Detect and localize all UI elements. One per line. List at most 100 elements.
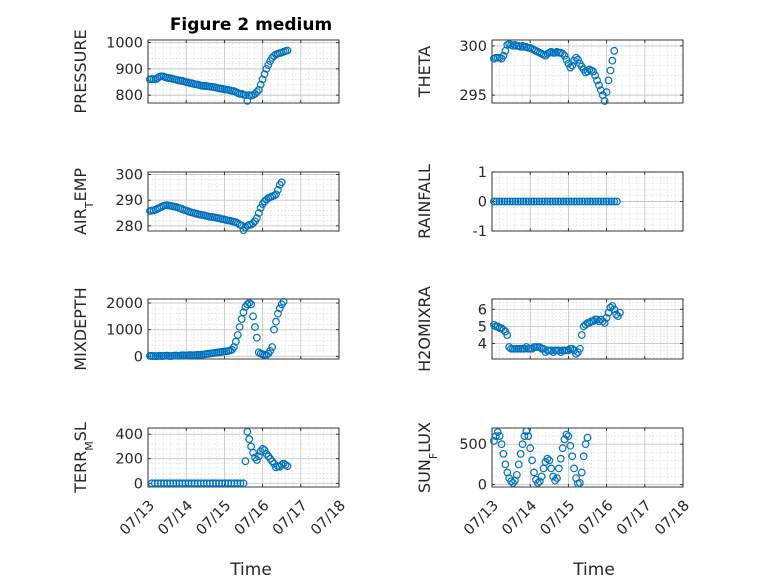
data-point <box>566 63 575 72</box>
data-point <box>558 49 567 58</box>
data-point <box>237 221 246 230</box>
y-axis-label: SUNFLUX <box>415 422 440 493</box>
data-point <box>568 452 577 461</box>
panel-1: 800 900 1000 PRESSURE <box>71 29 340 114</box>
data-point <box>578 197 587 206</box>
panel-5: 0 1000 2000 MIXDEPTH <box>71 287 340 371</box>
y-tick-label: 0 <box>478 478 487 494</box>
data-point <box>556 454 565 463</box>
data-point <box>583 433 592 442</box>
data-point <box>495 432 504 440</box>
y-tick-label: 500 <box>459 437 487 453</box>
data-point <box>562 55 571 64</box>
data-point <box>493 428 502 436</box>
data-point <box>500 197 509 206</box>
data-point <box>512 470 521 479</box>
data-point <box>606 66 615 75</box>
data-point <box>520 344 529 353</box>
data-point <box>524 432 533 440</box>
data-point <box>532 197 541 206</box>
data-point <box>527 197 536 206</box>
data-point <box>490 320 498 329</box>
data-point <box>610 305 619 314</box>
data-point <box>239 479 248 488</box>
data-point <box>516 197 525 206</box>
data-point <box>593 76 601 85</box>
y-tick-label: 1 <box>478 165 487 181</box>
data-point <box>272 317 280 326</box>
data-point <box>524 197 533 206</box>
x-axis-label-right: Time <box>572 560 615 580</box>
data-point <box>256 80 265 89</box>
data-point <box>558 444 567 453</box>
data-point <box>235 323 244 331</box>
data-point <box>568 344 577 353</box>
data-point <box>499 325 508 334</box>
data-point <box>507 477 516 486</box>
data-point <box>596 197 605 206</box>
y-tick-label: 2000 <box>106 296 143 312</box>
data-point <box>562 430 571 439</box>
data-point <box>600 319 609 327</box>
data-point <box>493 322 502 331</box>
data-point <box>249 219 257 228</box>
data-point <box>575 479 584 487</box>
data-point <box>579 452 588 461</box>
data-point <box>610 46 619 55</box>
data-point <box>533 479 542 487</box>
data-point <box>559 197 568 206</box>
y-axis-label: TERRMSL <box>71 422 96 494</box>
data-point <box>514 197 522 206</box>
y-tick-label: 6 <box>478 302 487 318</box>
data-point <box>499 51 508 60</box>
data-point <box>254 452 263 461</box>
data-point <box>275 304 284 313</box>
data-point <box>575 197 584 206</box>
y-tick-label: -1 <box>473 224 487 240</box>
data-point <box>547 464 556 473</box>
data-point <box>233 331 242 339</box>
axes-frame <box>491 39 684 104</box>
data-point <box>535 197 544 206</box>
panel-2: 295 300 THETA <box>415 39 684 105</box>
data-point <box>551 476 559 485</box>
data-point <box>600 97 609 105</box>
data-point <box>270 325 278 334</box>
data-point <box>549 472 558 481</box>
data-point <box>610 197 619 206</box>
data-point <box>490 437 498 445</box>
data-point <box>272 190 280 199</box>
data-point <box>495 197 504 206</box>
data-point <box>247 300 256 309</box>
data-point <box>551 197 560 206</box>
data-point <box>260 446 269 455</box>
y-axis-label: AIRTEMP <box>71 168 96 235</box>
y-tick-label: 400 <box>115 427 143 443</box>
data-point <box>530 468 538 477</box>
data-point <box>591 197 600 206</box>
data-point <box>252 456 261 464</box>
y-tick-label: 300 <box>115 168 143 184</box>
data-point <box>258 75 267 84</box>
data-point <box>585 319 594 327</box>
data-point <box>503 331 512 339</box>
data-point <box>509 479 517 487</box>
data-point <box>547 346 556 355</box>
data-point <box>574 55 582 64</box>
data-point <box>568 61 577 70</box>
data-point <box>501 460 510 469</box>
data-point <box>535 477 544 486</box>
data-point <box>583 197 592 206</box>
y-tick-label: 1000 <box>106 323 143 339</box>
data-point <box>554 346 563 355</box>
data-point <box>252 333 261 342</box>
data-point <box>616 308 624 317</box>
data-point <box>588 197 597 206</box>
y-tick-label: 0 <box>478 195 487 211</box>
data-point <box>604 76 613 85</box>
data-point <box>252 88 261 96</box>
data-point <box>537 472 546 481</box>
data-point <box>566 441 575 450</box>
data-point <box>497 440 506 449</box>
